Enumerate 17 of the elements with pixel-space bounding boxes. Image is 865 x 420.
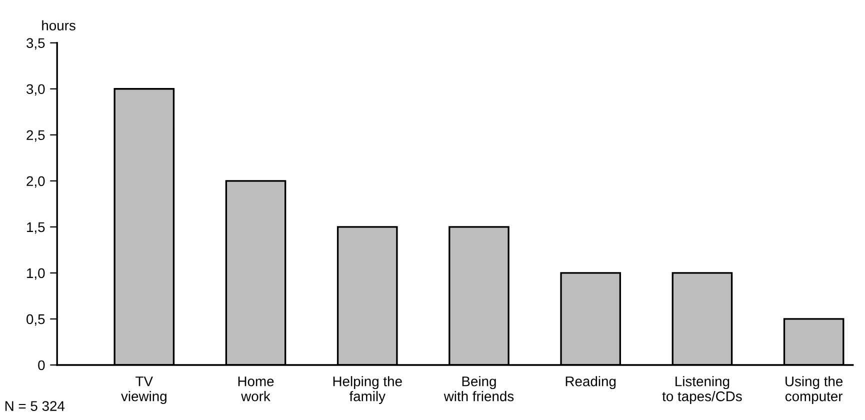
x-tick-label: Home work [238, 376, 274, 402]
y-tick-label: 2,5 [26, 130, 45, 142]
text: N = 5 324 [5, 401, 65, 411]
y-tick-label: 2,0 [26, 176, 45, 188]
y-tick-label: 1,0 [27, 268, 45, 280]
y-tick-label: 1,5 [27, 222, 45, 234]
y-axis-title: hours [42, 20, 76, 30]
x-tick-label: Being with friends [444, 376, 514, 402]
y-tick-label: 0,5 [26, 314, 45, 326]
x-tick-label: Listening to tapes/CDs [662, 376, 742, 404]
x-tick-label: Using the computer [785, 376, 843, 404]
x-tick-label: Helping the family [333, 376, 402, 404]
x-tick-label: TV viewing [121, 376, 166, 404]
y-tick-label: 3,0 [26, 84, 45, 96]
x-tick-label: Reading [566, 376, 616, 390]
y-tick-label: 3,5 [26, 38, 45, 50]
y-tick-label: 0 [38, 360, 45, 370]
